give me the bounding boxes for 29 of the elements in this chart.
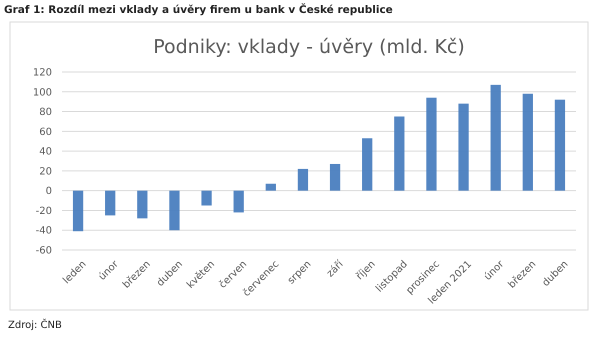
bar (426, 98, 437, 191)
y-tick-label: 40 (39, 146, 52, 158)
y-tick-label: 60 (39, 126, 52, 138)
bar (394, 116, 404, 191)
y-tick-label: 120 (32, 68, 52, 78)
y-tick-label: 80 (39, 107, 52, 118)
bar (362, 138, 372, 191)
bar (330, 164, 340, 191)
bar (298, 168, 308, 191)
y-tick-label: -20 (36, 206, 52, 217)
chart-subtitle: Podniky: vklady - úvěry (mld. Kč) (153, 36, 465, 58)
text: Zdroj: ČNB (8, 318, 62, 331)
chart-title: Graf 1: Rozdíl mezi vklady a úvěry firem u bank v České republice (4, 3, 393, 16)
bar (201, 190, 212, 206)
bar (554, 100, 566, 191)
bar (105, 190, 116, 216)
y-tick-label: -40 (36, 226, 52, 237)
bar (458, 104, 469, 191)
y-tick-label: 100 (32, 87, 52, 98)
bar (266, 184, 276, 191)
bar (72, 190, 84, 232)
bar (234, 190, 244, 212)
bar (490, 84, 501, 191)
bar (137, 190, 148, 218)
bar (522, 94, 533, 191)
y-tick-label: -60 (36, 246, 52, 256)
y-tick-label: 0 (46, 186, 52, 198)
y-tick-label: 20 (39, 166, 52, 178)
bar (169, 190, 180, 230)
